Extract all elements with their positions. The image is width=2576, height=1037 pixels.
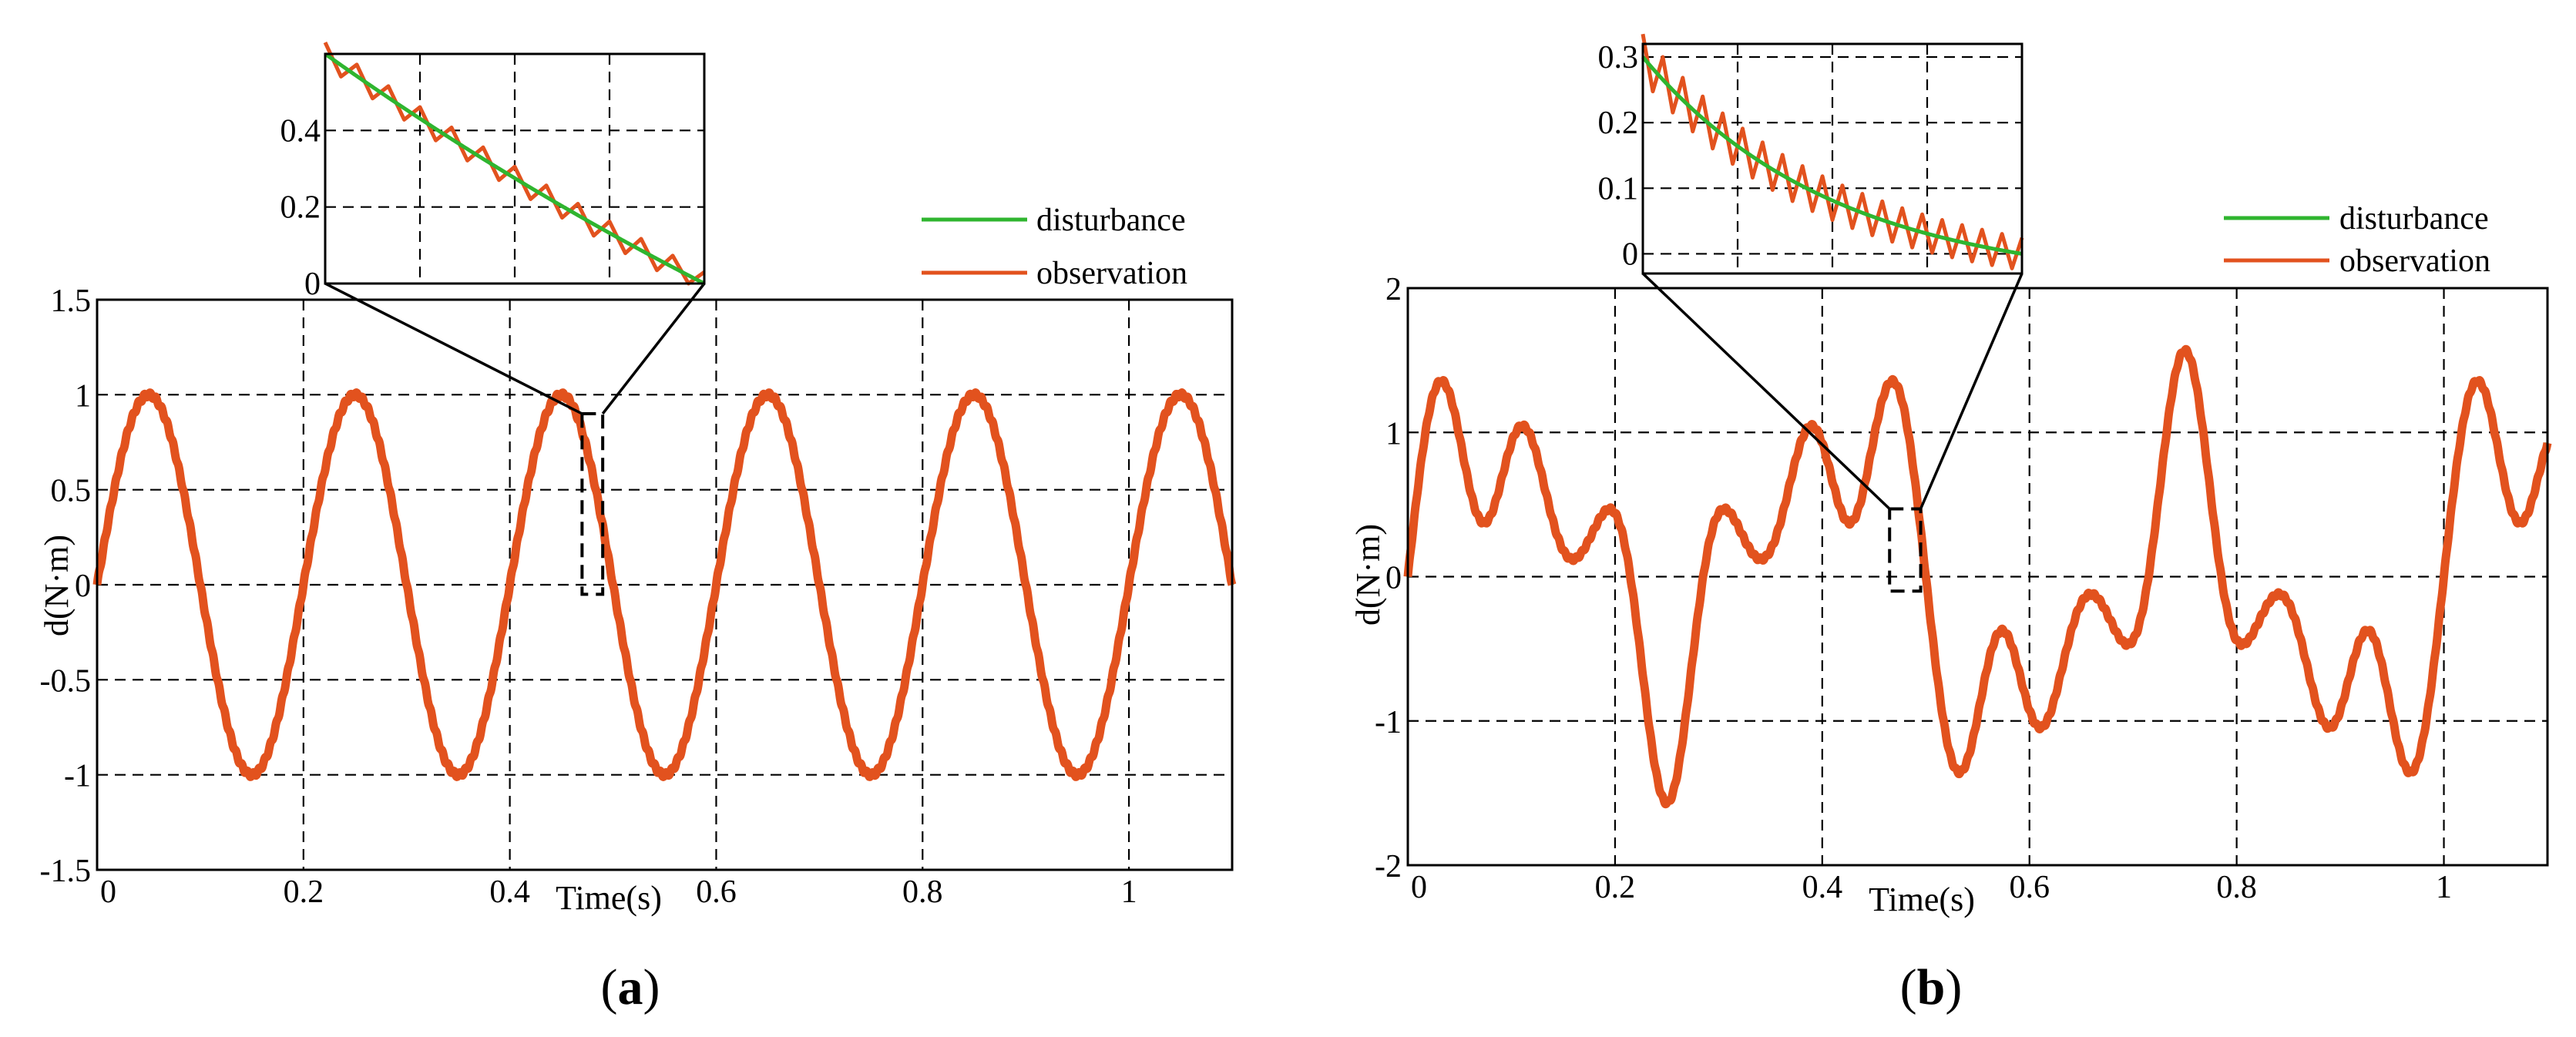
a-inset-series-disturbance bbox=[324, 52, 706, 286]
b-legend-observation-label: observation bbox=[2339, 243, 2490, 279]
a-caption-letter: a bbox=[618, 959, 643, 1015]
a-inset-ytick-label-0: 0 bbox=[304, 267, 321, 302]
panel-b: 0 0.2 0.4 0.6 0.8 1 -2 -1 0 1 2 d(N·m) Time(s) 0 0.… bbox=[1349, 33, 2552, 1015]
b-zoom-box bbox=[1888, 507, 1923, 593]
b-inset-curves bbox=[1641, 33, 2024, 270]
a-xtick-label-3: 0.6 bbox=[696, 874, 737, 910]
a-inset-frame bbox=[324, 52, 706, 285]
b-ytick-label-3: 1 bbox=[1385, 416, 1402, 451]
a-legend-observation-label: observation bbox=[1036, 256, 1187, 291]
a-ytick-label-4: 0.5 bbox=[51, 474, 92, 509]
b-ytick-label-0: -2 bbox=[1375, 849, 1402, 884]
a-inset-tick-labels: 0 0.2 0.4 bbox=[280, 113, 321, 302]
b-ytick-label-4: 2 bbox=[1385, 272, 1402, 307]
a-inset: 0 0.2 0.4 bbox=[280, 42, 706, 302]
b-y-axis-label: d(N·m) bbox=[1349, 524, 1387, 626]
b-inset-series-disturbance bbox=[1641, 55, 2023, 256]
a-ytick-label-5: 1 bbox=[75, 378, 91, 414]
b-xtick-label-4: 0.8 bbox=[2216, 870, 2257, 905]
b-xtick-label-3: 0.6 bbox=[2009, 870, 2050, 905]
a-x-axis-label: Time(s) bbox=[556, 879, 662, 917]
a-xtick-label-4: 0.8 bbox=[902, 874, 943, 910]
a-ytick-label-1: -1 bbox=[64, 759, 91, 794]
a-inset-curves bbox=[323, 42, 706, 286]
a-ytick-label-2: -0.5 bbox=[40, 663, 92, 699]
b-x-axis-label: Time(s) bbox=[1869, 881, 1975, 918]
a-legend: disturbance observation bbox=[922, 203, 1187, 291]
a-tick-labels: 0 0.2 0.4 0.6 0.8 1 -1.5 -1 -0.5 0 0.5 1 1.5 bbox=[40, 284, 1137, 910]
b-zoom-connector-left bbox=[1641, 272, 1891, 510]
b-legend: disturbance observation bbox=[2224, 201, 2490, 279]
b-xtick-label-2: 0.4 bbox=[1802, 870, 1843, 905]
a-legend-disturbance-label: disturbance bbox=[1036, 203, 1186, 238]
b-inset-tick-labels: 0 0.1 0.2 0.3 bbox=[1598, 40, 1639, 272]
a-xtick-label-1: 0.2 bbox=[284, 874, 324, 910]
b-series-observation bbox=[1403, 344, 2552, 809]
a-curves bbox=[92, 388, 1237, 781]
a-xtick-label-2: 0.4 bbox=[489, 874, 530, 910]
b-tick-labels: 0 0.2 0.4 0.6 0.8 1 -2 -1 0 1 2 bbox=[1375, 272, 2452, 905]
a-ytick-label-6: 1.5 bbox=[51, 284, 92, 319]
a-y-axis-label: d(N·m) bbox=[38, 535, 76, 636]
b-xtick-label-5: 1 bbox=[2436, 870, 2452, 905]
b-zoom-connector-right bbox=[1919, 273, 2024, 510]
panel-a: 0 0.2 0.4 0.6 0.8 1-1.5-1-0.500.511.5 d(N·m) … bbox=[38, 42, 1237, 1015]
b-inset: 0 0.1 0.2 0.3 bbox=[1598, 33, 2024, 275]
a-plot-frame bbox=[96, 298, 1234, 871]
b-xtick-label-0: 0 bbox=[1411, 870, 1427, 905]
b-inset-ytick-label-1: 0.1 bbox=[1598, 171, 1639, 206]
b-plot-frame bbox=[1406, 287, 2549, 867]
b-inset-ytick-label-3: 0.3 bbox=[1598, 40, 1639, 76]
b-inset-series-observation bbox=[1641, 33, 2024, 270]
b-inset-frame bbox=[1641, 42, 2024, 275]
a-zoom-connector-right bbox=[601, 282, 706, 415]
b-inset-ytick-label-2: 0.2 bbox=[1598, 106, 1639, 141]
b-caption: (b) bbox=[1900, 959, 1963, 1015]
a-zoom-connector-left bbox=[324, 282, 583, 415]
b-legend-disturbance-label: disturbance bbox=[2339, 201, 2489, 237]
b-inset-ytick-label-0: 0 bbox=[1622, 237, 1638, 272]
a-xtick-label-0: 0 bbox=[100, 874, 116, 910]
a-inset-ytick-label-2: 0.4 bbox=[280, 113, 321, 149]
b-ytick-label-1: -1 bbox=[1375, 705, 1402, 740]
a-caption: (a) bbox=[601, 959, 660, 1015]
b-ytick-label-2: 0 bbox=[1385, 561, 1402, 596]
a-inset-ytick-label-1: 0.2 bbox=[280, 190, 321, 226]
b-caption-letter: b bbox=[1917, 959, 1946, 1015]
a-ytick-label-0: -1.5 bbox=[40, 854, 92, 889]
b-curves bbox=[1403, 344, 2552, 809]
a-inset-series-observation bbox=[323, 42, 706, 286]
a-series-observation bbox=[92, 388, 1237, 781]
b-xtick-label-1: 0.2 bbox=[1595, 870, 1636, 905]
a-ytick-label-3: 0 bbox=[75, 569, 91, 604]
a-zoom-box bbox=[580, 412, 605, 596]
a-grid bbox=[97, 300, 1232, 870]
a-xtick-label-5: 1 bbox=[1121, 874, 1137, 910]
